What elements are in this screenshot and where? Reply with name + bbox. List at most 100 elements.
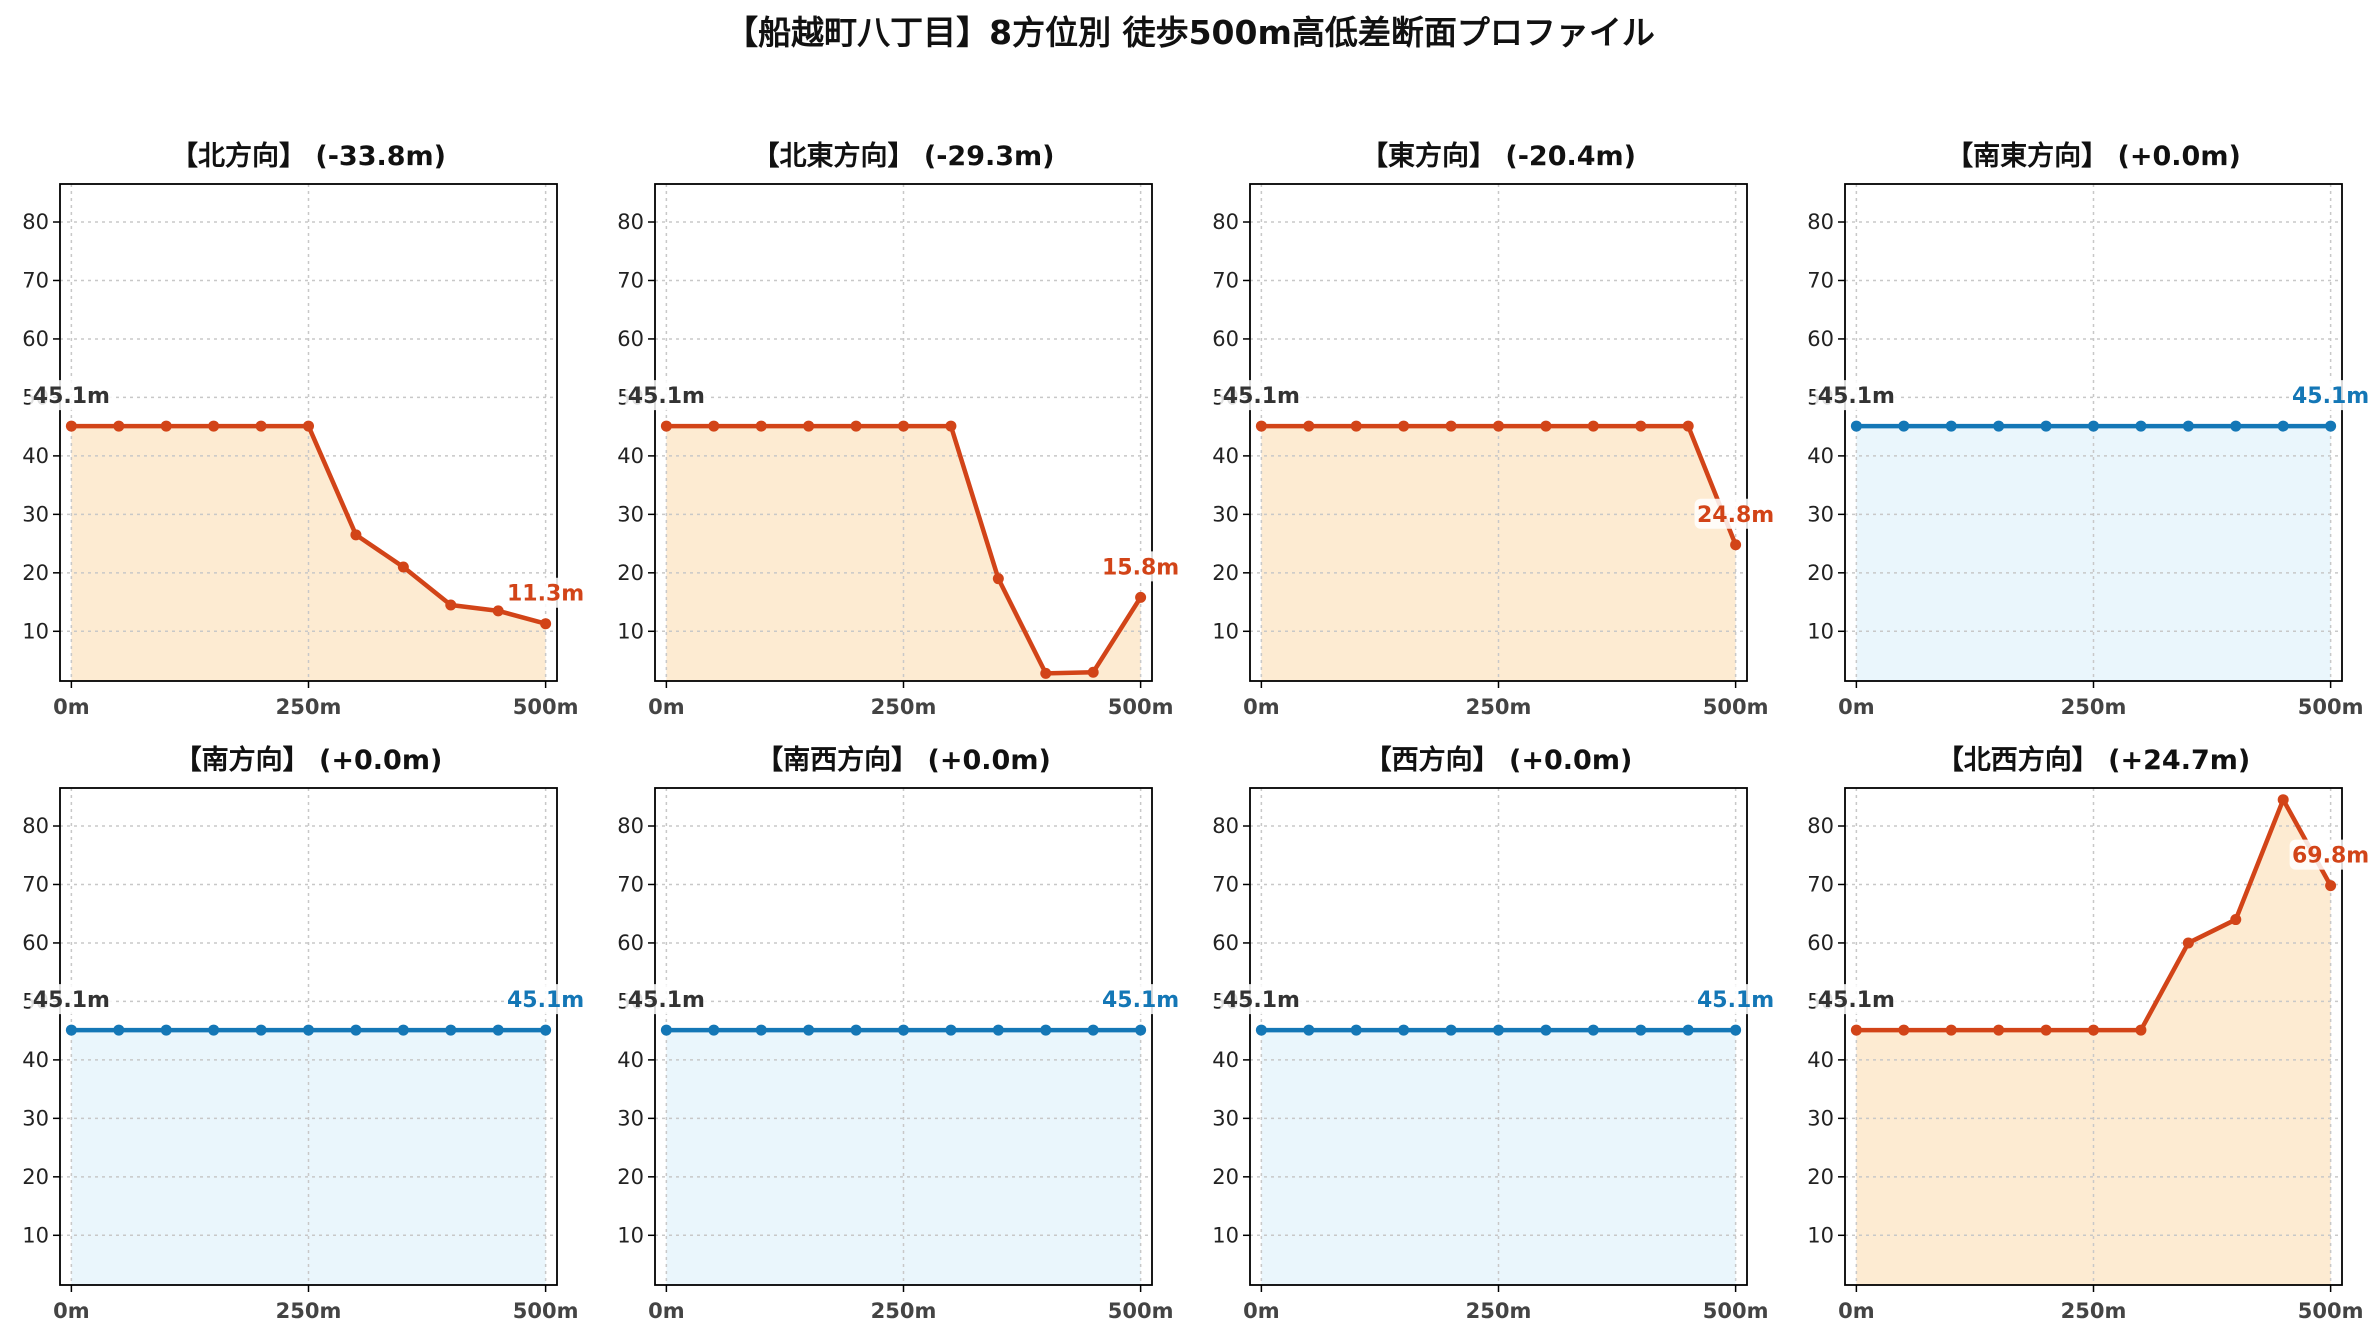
y-tick-label: 70 (1807, 872, 1834, 896)
data-point (350, 1024, 362, 1036)
panel-title: 【北東方向】 (-29.3m) (752, 140, 1054, 172)
data-point (945, 1024, 957, 1036)
x-tick-label: 250m (2061, 695, 2127, 719)
data-point (2088, 420, 2099, 432)
end-label: 45.1m (507, 988, 584, 1013)
x-tick-label: 0m (1243, 695, 1280, 719)
data-point (1040, 667, 1052, 679)
start-label: 45.1m (33, 384, 110, 409)
elevation-area (71, 1030, 546, 1285)
y-tick-label: 70 (22, 872, 49, 896)
y-tick-label: 70 (1807, 268, 1834, 292)
panel-2: 【北東方向】 (-29.3m)10203040506070800m250m500… (617, 140, 1182, 719)
data-point (303, 1024, 314, 1036)
y-tick-label: 10 (617, 619, 644, 643)
data-point (113, 420, 125, 432)
data-point (1587, 420, 1599, 432)
data-point (2182, 937, 2194, 949)
panel-8: 【北西方向】 (+24.7m)10203040506070800m250m500… (1807, 744, 2372, 1323)
start-label-bg (1220, 380, 1303, 411)
data-point (208, 420, 220, 432)
y-tick-label: 60 (22, 931, 49, 955)
data-point (1945, 420, 1957, 432)
end-label: 69.8m (2292, 844, 2369, 869)
x-tick-label: 500m (2298, 1299, 2364, 1323)
data-point (2135, 420, 2147, 432)
elevation-area (666, 426, 1141, 681)
y-tick-label: 20 (1807, 561, 1834, 585)
y-tick-label: 70 (617, 872, 644, 896)
y-tick-label: 10 (22, 619, 49, 643)
y-tick-label: 30 (22, 502, 49, 526)
y-tick-label: 30 (1807, 1106, 1834, 1130)
data-point (1040, 1024, 1052, 1036)
data-point (2230, 420, 2242, 432)
data-point (445, 1024, 457, 1036)
x-tick-label: 250m (1466, 695, 1532, 719)
start-label: 45.1m (1223, 988, 1300, 1013)
data-point (1993, 420, 2005, 432)
x-tick-label: 500m (1703, 695, 1769, 719)
data-point (1730, 539, 1742, 551)
data-point (208, 1024, 220, 1036)
data-point (1850, 420, 1862, 432)
y-tick-label: 80 (1212, 210, 1239, 234)
data-point (992, 1024, 1004, 1036)
data-point (350, 529, 362, 541)
y-tick-label: 80 (617, 814, 644, 838)
y-tick-label: 20 (22, 1165, 49, 1189)
panel-title: 【北方向】 (-33.8m) (171, 140, 446, 172)
y-tick-label: 80 (22, 210, 49, 234)
data-point (2182, 420, 2194, 432)
data-point (113, 1024, 125, 1036)
y-tick-label: 10 (1212, 619, 1239, 643)
data-point (160, 420, 172, 432)
y-tick-label: 60 (1807, 327, 1834, 351)
y-tick-label: 80 (617, 210, 644, 234)
x-tick-label: 500m (2298, 695, 2364, 719)
elevation-area (1261, 1030, 1736, 1285)
start-label-bg (1815, 984, 1898, 1015)
data-point (1445, 420, 1457, 432)
y-tick-label: 60 (617, 931, 644, 955)
y-tick-label: 20 (22, 561, 49, 585)
y-tick-label: 60 (22, 327, 49, 351)
panel-title: 【南西方向】 (+0.0m) (756, 744, 1051, 776)
panel-1: 【北方向】 (-33.8m)10203040506070800m250m500m… (22, 140, 587, 719)
start-label-bg (30, 380, 113, 411)
data-point (2277, 794, 2289, 806)
y-tick-label: 40 (22, 1048, 49, 1072)
panel-5: 【南方向】 (+0.0m)10203040506070800m250m500m4… (22, 744, 587, 1323)
data-point (708, 1024, 720, 1036)
end-label-bg (2289, 839, 2372, 870)
elevation-area (1261, 426, 1736, 681)
y-tick-label: 20 (1807, 1165, 1834, 1189)
data-point (1898, 1024, 1910, 1036)
data-point (397, 1024, 409, 1036)
end-label-bg (1099, 551, 1182, 582)
x-tick-label: 250m (871, 695, 937, 719)
data-point (1540, 420, 1552, 432)
data-point (803, 420, 815, 432)
data-point (1398, 1024, 1410, 1036)
start-label: 45.1m (628, 988, 705, 1013)
data-point (1303, 1024, 1315, 1036)
data-point (1255, 420, 1267, 432)
y-tick-label: 30 (617, 502, 644, 526)
x-tick-label: 250m (2061, 1299, 2127, 1323)
x-tick-label: 0m (648, 1299, 685, 1323)
y-tick-label: 10 (1807, 1223, 1834, 1247)
y-tick-label: 40 (1807, 444, 1834, 468)
end-label-bg (1694, 984, 1777, 1015)
data-point (1255, 1024, 1267, 1036)
data-point (1398, 420, 1410, 432)
data-point (540, 618, 552, 630)
data-point (492, 1024, 504, 1036)
y-tick-label: 80 (1212, 814, 1239, 838)
y-tick-label: 20 (1212, 1165, 1239, 1189)
y-tick-label: 70 (1212, 268, 1239, 292)
end-label-bg (1099, 984, 1182, 1015)
data-point (755, 1024, 767, 1036)
y-tick-label: 60 (1807, 931, 1834, 955)
y-tick-label: 30 (617, 1106, 644, 1130)
